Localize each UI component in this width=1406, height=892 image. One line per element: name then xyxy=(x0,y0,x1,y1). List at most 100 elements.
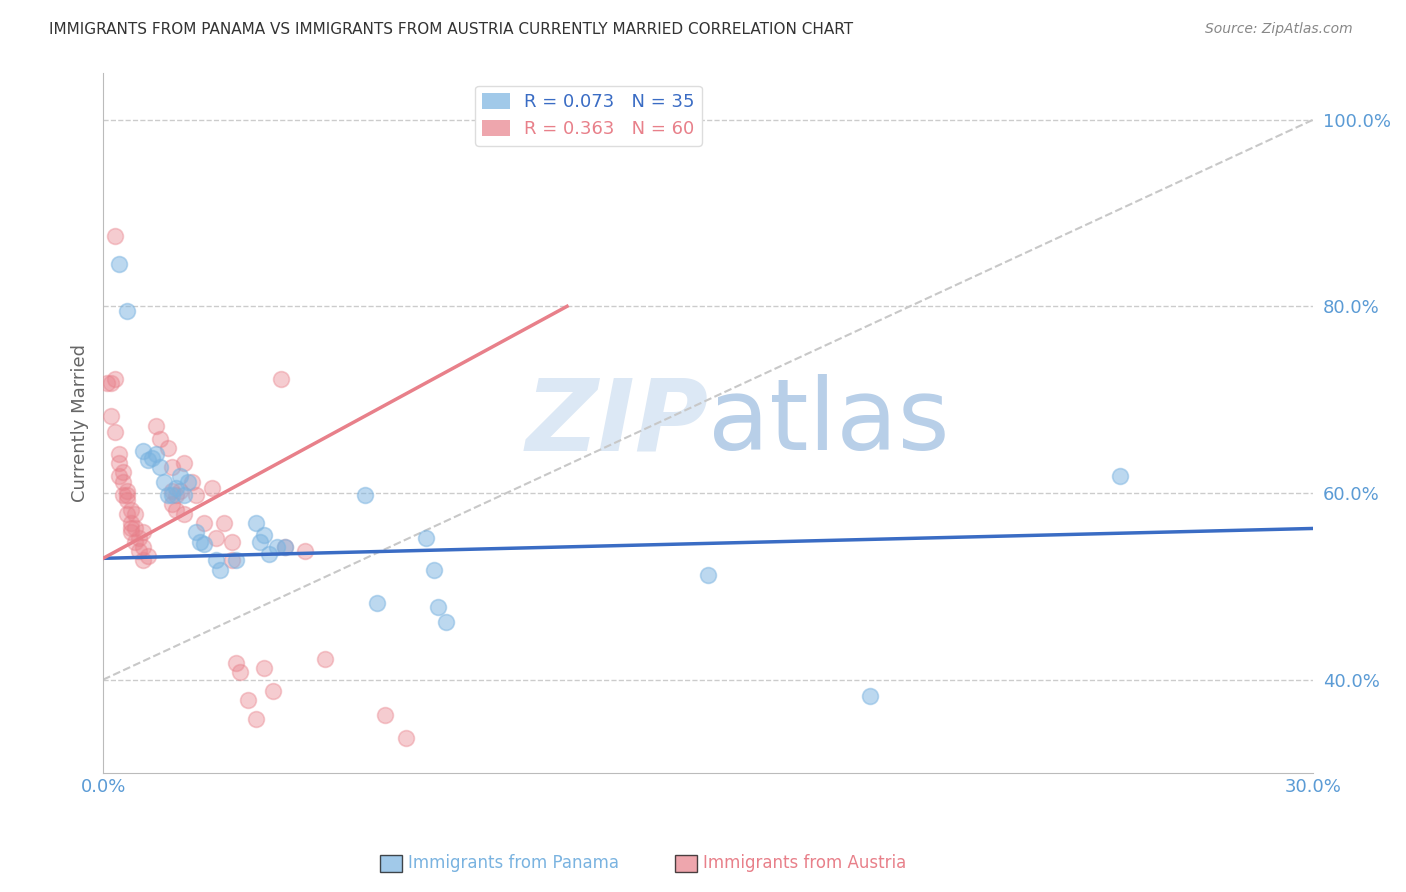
Point xyxy=(149,459,172,474)
Point xyxy=(205,531,228,545)
Point xyxy=(294,544,316,558)
Point xyxy=(225,656,247,670)
Point xyxy=(124,534,146,549)
Point xyxy=(169,484,191,499)
Point xyxy=(112,488,135,502)
Point xyxy=(858,690,880,704)
Point xyxy=(257,547,280,561)
Point xyxy=(173,507,195,521)
Point xyxy=(354,488,377,502)
Point xyxy=(205,553,228,567)
Point xyxy=(273,540,295,554)
Point xyxy=(100,376,122,390)
Point xyxy=(120,503,142,517)
Text: atlas: atlas xyxy=(709,375,950,472)
Point xyxy=(180,475,202,489)
Point xyxy=(193,516,215,530)
Point xyxy=(249,534,271,549)
Y-axis label: Currently Married: Currently Married xyxy=(72,344,89,502)
Point xyxy=(177,475,200,489)
Point xyxy=(160,459,183,474)
Point xyxy=(132,525,155,540)
Point xyxy=(145,447,167,461)
Point xyxy=(262,684,284,698)
Point xyxy=(221,534,243,549)
Point xyxy=(253,528,276,542)
Point xyxy=(165,503,187,517)
Point xyxy=(124,507,146,521)
Point xyxy=(201,481,224,495)
Point xyxy=(165,481,187,495)
Point xyxy=(145,418,167,433)
Point xyxy=(415,531,437,545)
Text: IMMIGRANTS FROM PANAMA VS IMMIGRANTS FROM AUSTRIA CURRENTLY MARRIED CORRELATION : IMMIGRANTS FROM PANAMA VS IMMIGRANTS FRO… xyxy=(49,22,853,37)
Point xyxy=(253,661,276,675)
Point xyxy=(128,531,150,545)
Point xyxy=(100,409,122,424)
Point xyxy=(266,540,288,554)
Point xyxy=(184,525,207,540)
Point xyxy=(245,516,267,530)
Point xyxy=(120,521,142,535)
Point xyxy=(128,544,150,558)
Point xyxy=(104,229,127,244)
Point xyxy=(104,425,127,440)
Point xyxy=(117,488,139,502)
Point xyxy=(238,693,260,707)
Point xyxy=(152,475,174,489)
Point xyxy=(209,562,232,576)
Point xyxy=(117,507,139,521)
Point xyxy=(117,493,139,508)
Point xyxy=(117,484,139,499)
Point xyxy=(108,469,131,483)
Point xyxy=(160,497,183,511)
Point xyxy=(156,441,179,455)
Point xyxy=(108,447,131,461)
Point xyxy=(120,516,142,530)
Point xyxy=(314,652,336,666)
Text: ZIP: ZIP xyxy=(526,375,709,472)
Point xyxy=(136,453,159,467)
Point xyxy=(112,466,135,480)
Point xyxy=(229,665,252,680)
Point xyxy=(221,553,243,567)
Point xyxy=(1108,469,1130,483)
Point xyxy=(141,450,163,465)
Point xyxy=(165,488,187,502)
Point xyxy=(434,615,457,629)
Point xyxy=(104,372,127,386)
Point xyxy=(149,432,172,446)
Point xyxy=(108,456,131,470)
Point xyxy=(184,488,207,502)
Point xyxy=(117,304,139,318)
Point xyxy=(188,534,211,549)
Point xyxy=(270,372,292,386)
Point xyxy=(697,568,720,582)
Point xyxy=(169,469,191,483)
Point xyxy=(156,488,179,502)
Text: Immigrants from Austria: Immigrants from Austria xyxy=(703,855,907,872)
Point xyxy=(96,376,118,390)
Point xyxy=(112,475,135,489)
Legend: R = 0.073   N = 35, R = 0.363   N = 60: R = 0.073 N = 35, R = 0.363 N = 60 xyxy=(475,86,702,145)
Text: Source: ZipAtlas.com: Source: ZipAtlas.com xyxy=(1205,22,1353,37)
Point xyxy=(173,488,195,502)
Point xyxy=(108,257,131,271)
Point xyxy=(245,712,267,726)
Text: Immigrants from Panama: Immigrants from Panama xyxy=(408,855,619,872)
Point xyxy=(193,537,215,551)
Point xyxy=(374,708,396,723)
Point xyxy=(160,484,183,499)
Point xyxy=(426,599,449,614)
Point xyxy=(160,488,183,502)
Point xyxy=(132,553,155,567)
Point xyxy=(423,562,446,576)
Point xyxy=(132,444,155,458)
Point xyxy=(212,516,235,530)
Point xyxy=(132,540,155,554)
Point xyxy=(273,540,295,554)
Point xyxy=(173,456,195,470)
Point xyxy=(366,596,388,610)
Point xyxy=(120,525,142,540)
Point xyxy=(395,731,418,745)
